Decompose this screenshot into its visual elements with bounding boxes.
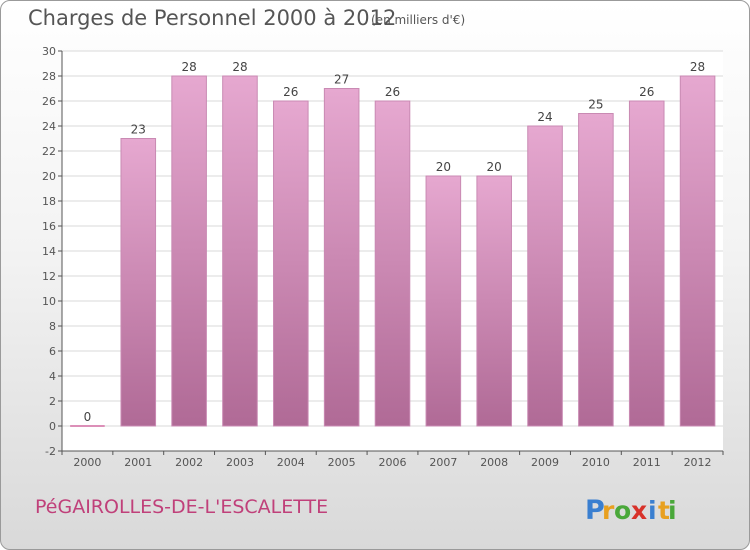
y-tick-label: 24 bbox=[42, 120, 56, 133]
logo-letter: t bbox=[658, 496, 670, 525]
value-label: 20 bbox=[436, 160, 451, 174]
value-label: 26 bbox=[283, 85, 298, 99]
value-label: 28 bbox=[181, 60, 196, 74]
y-tick-label: 12 bbox=[42, 270, 56, 283]
y-tick-label: 4 bbox=[49, 370, 56, 383]
chart-subtitle: (en milliers d'€) bbox=[371, 13, 466, 27]
logo-letter: o bbox=[614, 496, 631, 525]
y-tick-label: 0 bbox=[49, 420, 56, 433]
x-tick-label: 2003 bbox=[226, 456, 254, 469]
bar bbox=[222, 75, 258, 427]
value-label: 0 bbox=[84, 410, 92, 424]
y-tick-label: 6 bbox=[49, 345, 56, 358]
bar bbox=[628, 100, 665, 427]
proxiti-logo: Pr o x i ti bbox=[585, 495, 677, 526]
bar bbox=[273, 100, 309, 427]
logo-letter: x bbox=[631, 496, 647, 525]
x-tick-label: 2000 bbox=[73, 456, 101, 469]
x-tick-label: 2004 bbox=[277, 456, 305, 469]
logo-letter: r bbox=[602, 496, 615, 525]
x-tick-label: 2008 bbox=[480, 456, 508, 469]
y-tick-label: 20 bbox=[42, 170, 56, 183]
x-tick-label: 2002 bbox=[175, 456, 203, 469]
y-tick-label: 28 bbox=[42, 70, 56, 83]
value-label: 26 bbox=[385, 85, 400, 99]
chart-title: Charges de Personnel 2000 à 2012 bbox=[28, 6, 397, 30]
bar bbox=[171, 75, 207, 427]
logo-letter: i bbox=[648, 496, 657, 525]
y-tick-label: -2 bbox=[45, 445, 56, 458]
y-tick-label: 26 bbox=[42, 95, 56, 108]
y-tick-label: 8 bbox=[49, 320, 56, 333]
x-tick-label: 2011 bbox=[633, 456, 661, 469]
bar bbox=[679, 75, 716, 427]
value-label: 28 bbox=[232, 60, 247, 74]
bar bbox=[578, 113, 614, 427]
x-tick-label: 2005 bbox=[328, 456, 356, 469]
value-label: 20 bbox=[487, 160, 502, 174]
value-label: 27 bbox=[334, 73, 349, 87]
x-tick-label: 2007 bbox=[429, 456, 457, 469]
value-label: 24 bbox=[537, 110, 552, 124]
y-tick-label: 22 bbox=[42, 145, 56, 158]
y-tick-label: 2 bbox=[49, 395, 56, 408]
municipality-name: PéGAIROLLES-DE-L'ESCALETTE bbox=[35, 496, 329, 518]
x-tick-label: 2009 bbox=[531, 456, 559, 469]
bars bbox=[70, 75, 716, 427]
value-labels: 0 23 28 28 26 27 26 20 20 24 25 26 28 bbox=[84, 60, 706, 424]
value-label: 26 bbox=[639, 85, 654, 99]
y-tick-label: 18 bbox=[42, 195, 56, 208]
bar bbox=[476, 175, 512, 427]
y-tick-label: 16 bbox=[42, 220, 56, 233]
x-tick-label: 2010 bbox=[582, 456, 610, 469]
bar bbox=[425, 175, 462, 427]
bar bbox=[323, 88, 360, 427]
bar bbox=[527, 125, 563, 427]
bar bbox=[374, 100, 411, 427]
x-tick-label: 2012 bbox=[684, 456, 712, 469]
logo-letter: i bbox=[668, 496, 677, 525]
value-label: 23 bbox=[131, 123, 146, 137]
logo-letter: P bbox=[585, 495, 605, 526]
bar bbox=[120, 138, 157, 427]
x-tick-label: 2001 bbox=[124, 456, 152, 469]
value-label: 25 bbox=[588, 98, 603, 112]
x-tick-label: 2006 bbox=[379, 456, 407, 469]
y-tick-label: 10 bbox=[42, 295, 56, 308]
value-label: 28 bbox=[690, 60, 705, 74]
y-tick-label: 30 bbox=[42, 45, 56, 58]
y-tick-label: 14 bbox=[42, 245, 56, 258]
